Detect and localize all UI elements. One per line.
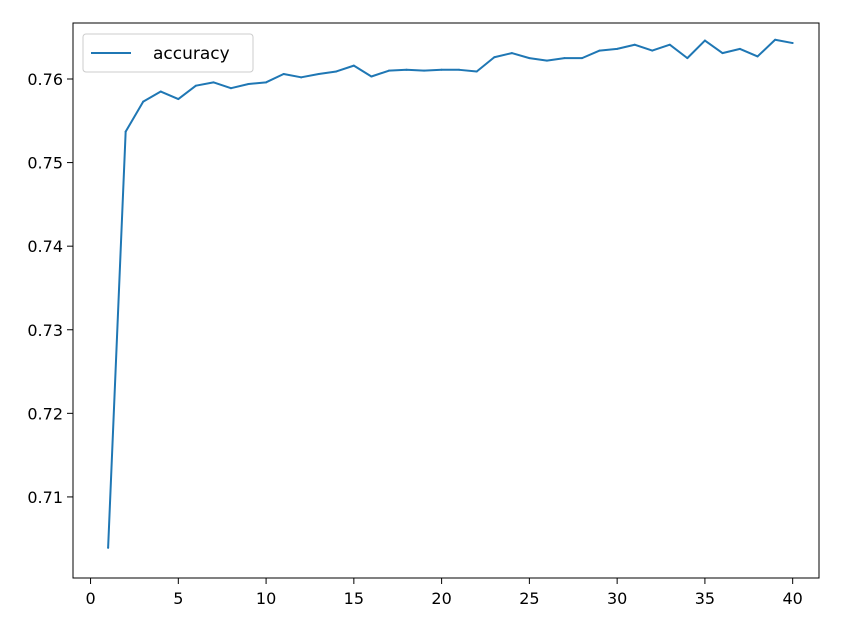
data-point [721, 52, 724, 55]
data-point [177, 98, 180, 101]
data-point [774, 38, 777, 41]
data-point [668, 43, 671, 46]
data-point [142, 100, 145, 103]
data-point [598, 49, 601, 52]
data-point [545, 59, 548, 62]
axis-ticks: 0 5 10 15 20 25 30 35 40 0.71 0.72 0.73 0.74 0.75 0.76 [27, 70, 802, 608]
data-point [739, 47, 742, 50]
y-tick-label: 0.76 [27, 70, 63, 89]
x-tick-label: 25 [519, 589, 539, 608]
y-tick-label: 0.72 [27, 404, 63, 423]
legend-label-accuracy: accuracy [153, 44, 230, 64]
data-point [633, 43, 636, 46]
data-point [387, 69, 390, 72]
data-point [247, 83, 250, 86]
data-point [335, 70, 338, 73]
data-point [370, 75, 373, 78]
data-point [686, 57, 689, 60]
x-tick-label: 40 [782, 589, 802, 608]
data-point [756, 55, 759, 58]
data-point [493, 56, 496, 59]
data-point [352, 64, 355, 67]
y-tick-label: 0.75 [27, 154, 63, 173]
data-point [440, 68, 443, 71]
data-point [300, 76, 303, 79]
x-tick-label: 10 [256, 589, 276, 608]
data-point [423, 69, 426, 72]
plot-frame [72, 22, 820, 579]
data-point [528, 57, 531, 60]
y-tick-label: 0.73 [27, 321, 63, 340]
data-point [317, 72, 320, 75]
data-point [282, 72, 285, 75]
legend-box [82, 33, 254, 73]
data-point [651, 49, 654, 52]
x-tick-label: 30 [607, 589, 627, 608]
data-point [581, 57, 584, 60]
data-point [124, 130, 127, 133]
x-tick-label: 20 [431, 589, 451, 608]
series-layer [107, 38, 794, 549]
data-point [229, 87, 232, 90]
y-tick-label: 0.71 [27, 488, 63, 507]
data-point [405, 68, 408, 71]
data-point [107, 546, 110, 549]
legend: accuracy [82, 33, 254, 73]
x-tick-label: 5 [173, 589, 183, 608]
data-point [791, 42, 794, 45]
data-point [265, 81, 268, 84]
data-point [194, 84, 197, 87]
data-point [458, 68, 461, 71]
x-tick-label: 0 [85, 589, 95, 608]
data-point [616, 47, 619, 50]
data-point [510, 52, 513, 55]
x-tick-label: 15 [344, 589, 364, 608]
data-point [563, 57, 566, 60]
data-point [475, 70, 478, 73]
y-tick-label: 0.74 [27, 237, 63, 256]
series-line-accuracy [107, 38, 793, 548]
data-point [159, 90, 162, 93]
data-point [703, 39, 706, 42]
x-tick-label: 35 [695, 589, 715, 608]
data-point [212, 81, 215, 84]
